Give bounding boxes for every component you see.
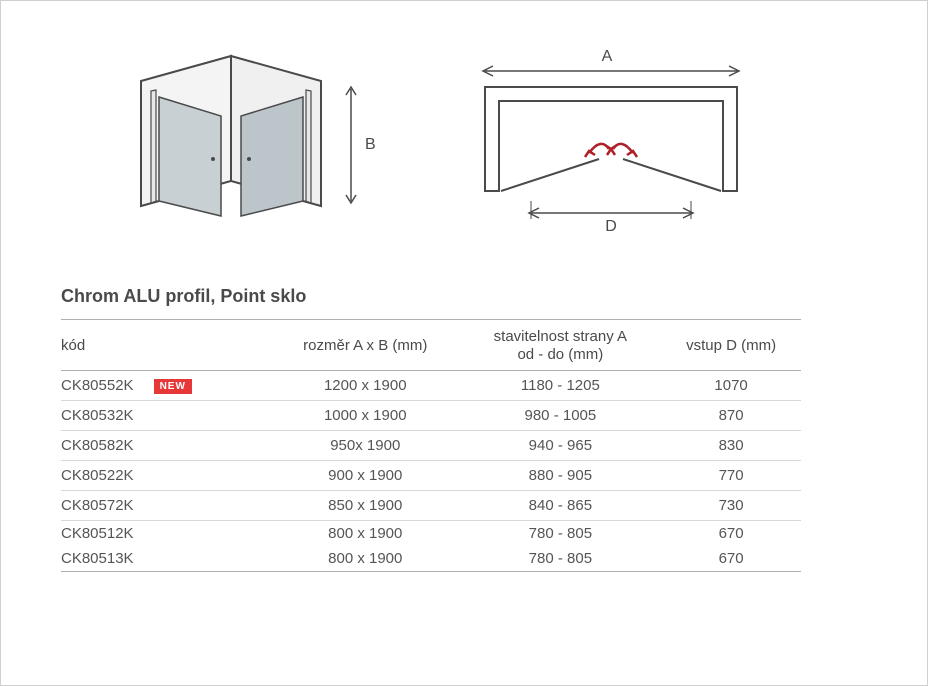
label-b: B [365,136,376,153]
cell-adjust: 780 - 805 [460,521,662,547]
cell-code: CK80532K [61,401,271,431]
code-text: CK80513K [61,550,134,567]
cell-dims: 850 x 1900 [271,491,460,521]
code-text: CK80522K [61,467,134,484]
cell-adjust: 940 - 965 [460,431,662,461]
diagram-topview: A D [461,41,761,246]
col-adjust-l1: stavitelnost strany A [494,328,627,345]
isometric-svg: B [121,41,381,241]
table-row: CK80513K 800 x 1900780 - 805670 [61,546,801,572]
cell-entry: 770 [661,461,801,491]
table-row: CK80522K 900 x 1900880 - 905770 [61,461,801,491]
cell-dims: 950x 1900 [271,431,460,461]
col-code: kód [61,320,271,371]
cell-dims: 1200 x 1900 [271,371,460,401]
cell-dims: 1000 x 1900 [271,401,460,431]
col-adjust-l2: od - do (mm) [517,346,603,363]
new-badge: NEW [154,379,192,394]
cell-code: CK80513K [61,546,271,572]
cell-adjust: 880 - 905 [460,461,662,491]
col-entry: vstup D (mm) [661,320,801,371]
cell-entry: 670 [661,521,801,547]
code-text: CK80512K [61,525,134,542]
cell-adjust: 1180 - 1205 [460,371,662,401]
cell-dims: 800 x 1900 [271,546,460,572]
cell-code: CK80522K [61,461,271,491]
cell-entry: 870 [661,401,801,431]
cell-dims: 800 x 1900 [271,521,460,547]
code-text: CK80552K [61,377,134,394]
col-adjust: stavitelnost strany A od - do (mm) [460,320,662,371]
diagram-area: B A D [61,41,867,246]
cell-entry: 1070 [661,371,801,401]
cell-code: CK80512K [61,521,271,547]
table-row: CK80532K 1000 x 1900980 - 1005870 [61,401,801,431]
cell-code: CK80572K [61,491,271,521]
table-row: CK80572K 850 x 1900840 - 865730 [61,491,801,521]
cell-adjust: 980 - 1005 [460,401,662,431]
col-dims: rozměr A x B (mm) [271,320,460,371]
cell-entry: 670 [661,546,801,572]
cell-entry: 730 [661,491,801,521]
table-row: CK80582K 950x 1900940 - 965830 [61,431,801,461]
code-text: CK80572K [61,497,134,514]
spec-table: kód rozměr A x B (mm) stavitelnost stran… [61,319,801,572]
table-row: CK80512K 800 x 1900780 - 805670 [61,521,801,547]
cell-adjust: 840 - 865 [460,491,662,521]
topview-svg: A D [461,41,761,241]
cell-dims: 900 x 1900 [271,461,460,491]
diagram-isometric: B [121,41,381,246]
section-title: Chrom ALU profil, Point sklo [61,286,867,307]
table-row: CK80552K NEW 1200 x 19001180 - 12051070 [61,371,801,401]
cell-entry: 830 [661,431,801,461]
code-text: CK80582K [61,437,134,454]
cell-code: CK80552K NEW [61,371,271,401]
code-text: CK80532K [61,407,134,424]
label-d: D [605,218,617,235]
label-a: A [602,48,613,65]
cell-adjust: 780 - 805 [460,546,662,572]
cell-code: CK80582K [61,431,271,461]
